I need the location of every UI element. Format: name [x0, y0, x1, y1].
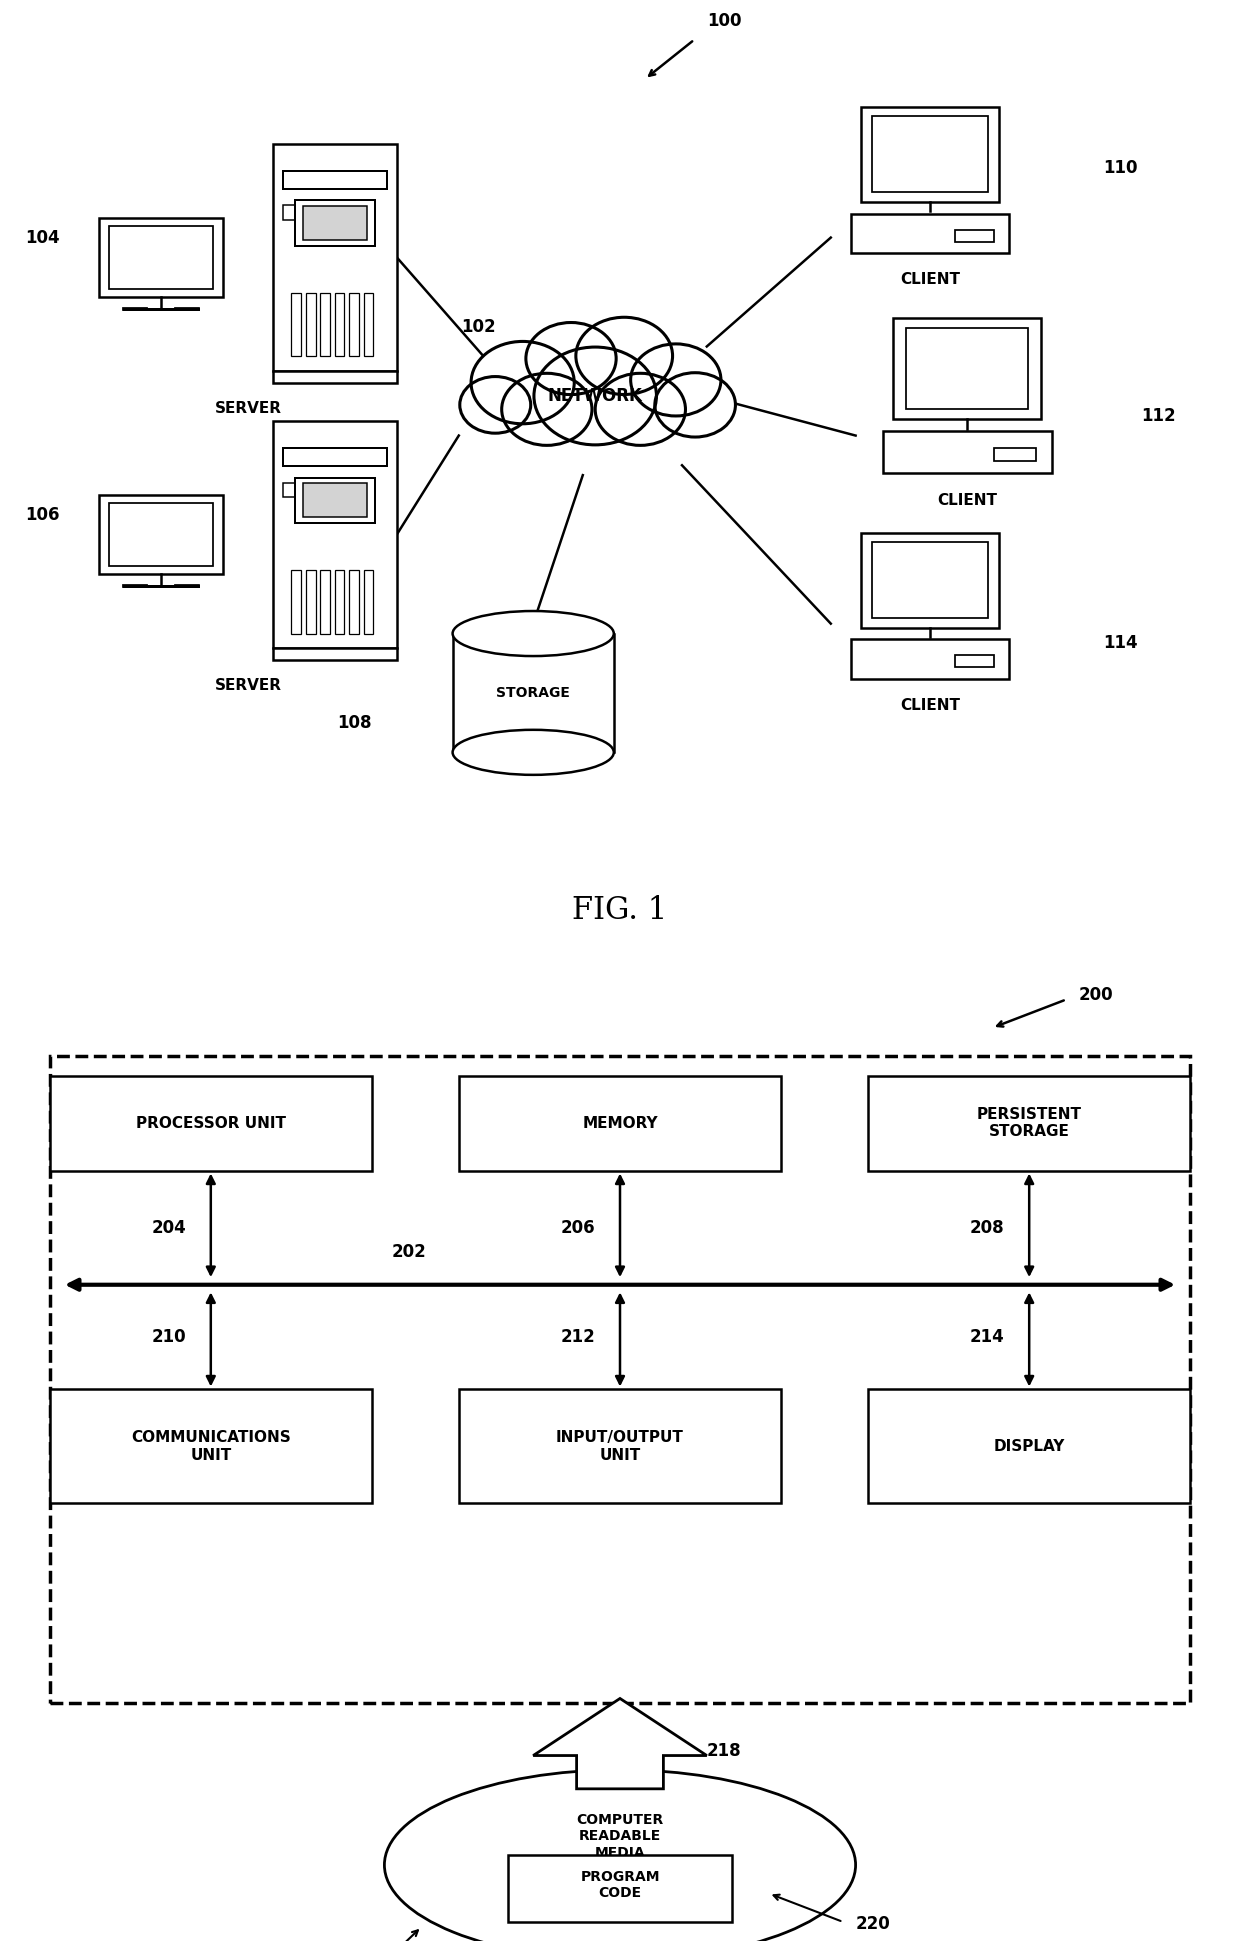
Bar [893, 318, 1042, 419]
Text: 202: 202 [392, 1242, 427, 1262]
Ellipse shape [453, 730, 614, 774]
Bar [306, 293, 315, 357]
Text: 204: 204 [151, 1219, 186, 1236]
Bar [873, 542, 987, 617]
Bar [993, 448, 1035, 460]
Circle shape [631, 344, 720, 415]
Bar [273, 421, 397, 648]
Text: 208: 208 [970, 1219, 1004, 1236]
Text: 100: 100 [707, 12, 742, 29]
Text: COMPUTER
READABLE
MEDIA: COMPUTER READABLE MEDIA [577, 1813, 663, 1859]
Bar [873, 116, 987, 192]
Text: COMMUNICATIONS
UNIT: COMMUNICATIONS UNIT [131, 1431, 290, 1464]
Text: 114: 114 [1104, 635, 1138, 652]
Text: 218: 218 [707, 1741, 742, 1760]
Text: NETWORK: NETWORK [548, 386, 642, 406]
Bar [99, 217, 223, 297]
Bar [508, 1856, 732, 1922]
Bar [906, 328, 1028, 410]
Bar [109, 225, 213, 289]
Bar [283, 171, 387, 188]
Bar [99, 495, 223, 575]
Bar [303, 483, 367, 518]
Ellipse shape [453, 611, 614, 656]
Text: PROCESSOR UNIT: PROCESSOR UNIT [136, 1116, 285, 1130]
Text: 210: 210 [151, 1328, 186, 1345]
Bar [306, 571, 315, 633]
Bar [291, 293, 301, 357]
Text: PROGRAM
CODE: PROGRAM CODE [580, 1871, 660, 1900]
Bar [273, 648, 397, 660]
Bar [295, 477, 374, 524]
Text: SERVER: SERVER [215, 402, 281, 415]
Bar [283, 483, 326, 497]
Bar [109, 503, 213, 567]
Bar [453, 633, 614, 753]
Bar [851, 214, 1009, 254]
Circle shape [575, 316, 672, 394]
Bar [868, 1390, 1190, 1504]
Bar [861, 532, 999, 627]
Circle shape [471, 342, 574, 423]
Circle shape [502, 373, 591, 444]
Text: 200: 200 [1079, 986, 1114, 1003]
Bar [883, 431, 1052, 474]
Bar [273, 144, 397, 371]
Bar [459, 1075, 781, 1170]
Text: SERVER: SERVER [215, 677, 281, 693]
Bar [861, 107, 999, 202]
Bar [50, 1390, 372, 1504]
Bar [363, 293, 373, 357]
Bar [955, 656, 994, 668]
Bar [320, 571, 330, 633]
Text: INPUT/OUTPUT
UNIT: INPUT/OUTPUT UNIT [556, 1431, 684, 1464]
Text: CLIENT: CLIENT [900, 272, 960, 287]
Bar [350, 571, 358, 633]
Text: 102: 102 [461, 318, 496, 336]
Text: FIG. 1: FIG. 1 [573, 895, 667, 926]
Bar [50, 1075, 372, 1170]
Bar [283, 206, 326, 219]
Bar [273, 371, 397, 382]
Text: 112: 112 [1141, 408, 1176, 425]
Text: 108: 108 [337, 714, 372, 732]
Bar [335, 571, 345, 633]
Circle shape [460, 377, 531, 433]
Text: 206: 206 [560, 1219, 595, 1236]
Bar [50, 1056, 1190, 1704]
Text: 104: 104 [25, 229, 60, 247]
Text: 214: 214 [970, 1328, 1004, 1345]
Bar [868, 1075, 1190, 1170]
Bar [295, 200, 374, 247]
Text: 110: 110 [1104, 159, 1138, 177]
Text: CLIENT: CLIENT [900, 699, 960, 712]
Bar [350, 293, 358, 357]
Bar [851, 639, 1009, 679]
Bar [283, 448, 387, 466]
Text: 220: 220 [856, 1916, 890, 1933]
Circle shape [655, 373, 735, 437]
Bar [320, 293, 330, 357]
Text: PERSISTENT
STORAGE: PERSISTENT STORAGE [977, 1106, 1081, 1139]
Circle shape [595, 373, 686, 444]
Bar [955, 229, 994, 241]
Bar [335, 293, 345, 357]
Text: STORAGE: STORAGE [496, 685, 570, 701]
Text: CLIENT: CLIENT [937, 493, 997, 509]
Polygon shape [533, 1698, 707, 1790]
Text: DISPLAY: DISPLAY [993, 1438, 1065, 1454]
Text: MEMORY: MEMORY [583, 1116, 657, 1130]
Text: 212: 212 [560, 1328, 595, 1345]
Circle shape [534, 347, 656, 444]
Bar [291, 571, 301, 633]
Text: 106: 106 [25, 507, 60, 524]
Circle shape [526, 322, 616, 394]
Ellipse shape [384, 1770, 856, 1941]
Bar [459, 1390, 781, 1504]
Bar [303, 206, 367, 241]
Bar [363, 571, 373, 633]
